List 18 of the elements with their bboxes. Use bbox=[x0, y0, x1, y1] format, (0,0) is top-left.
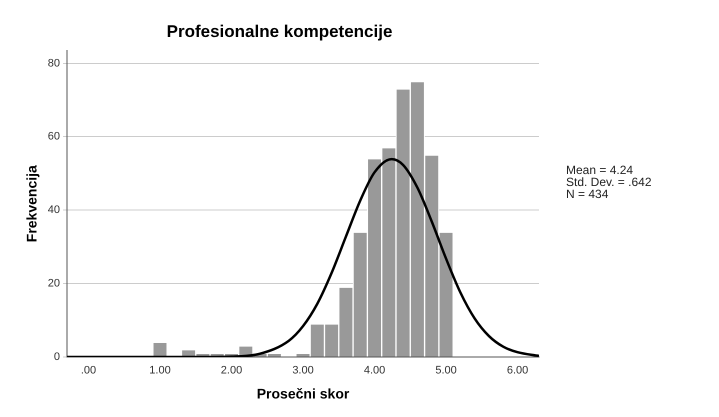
text: Mean = 4.24 bbox=[566, 163, 634, 177]
x-tick-label: 4.00 bbox=[364, 364, 386, 377]
x-axis-title: Prosečni skor bbox=[256, 385, 350, 402]
y-axis-title: Frekvencija bbox=[23, 164, 40, 242]
x-tick-label: 1.00 bbox=[149, 364, 171, 377]
y-tick-label: 0 bbox=[54, 351, 60, 364]
x-tick-label: 2.00 bbox=[220, 364, 242, 377]
x-tick-label: 3.00 bbox=[292, 364, 314, 377]
x-tick-label: .00 bbox=[80, 364, 96, 377]
chart-title: Profesionalne kompetencije bbox=[166, 22, 392, 41]
x-tick-label: 6.00 bbox=[506, 364, 528, 377]
text: N = 434 bbox=[566, 187, 610, 201]
y-tick-label: 40 bbox=[48, 204, 60, 216]
y-tick-label: 80 bbox=[48, 57, 60, 70]
text: Std. Dev. = .642 bbox=[566, 175, 652, 189]
y-tick-label: 60 bbox=[48, 130, 60, 143]
y-tick-label: 20 bbox=[48, 278, 60, 290]
x-tick-label: 5.00 bbox=[435, 364, 457, 377]
